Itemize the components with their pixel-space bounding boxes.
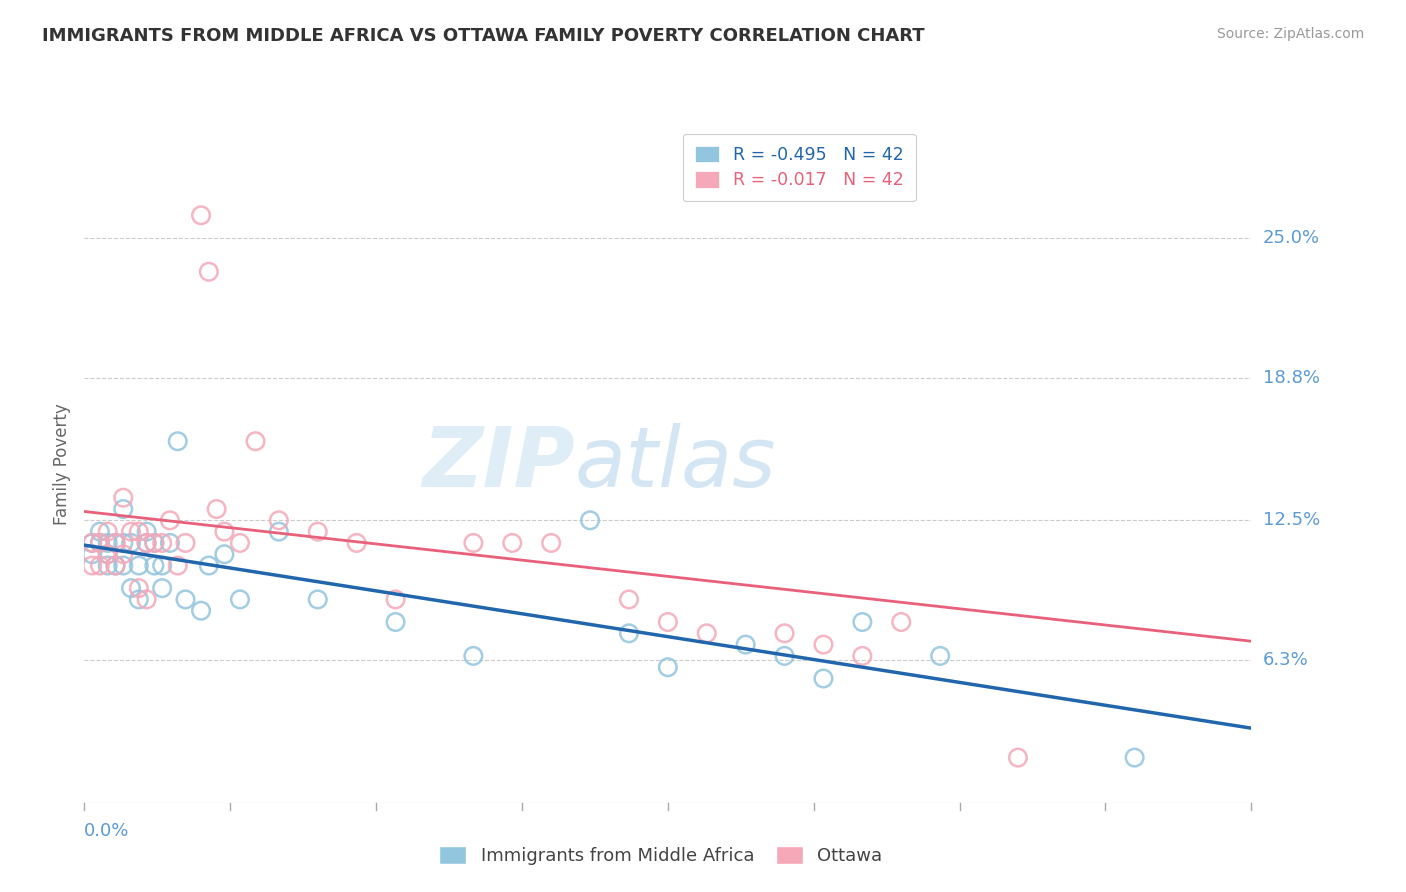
Point	[174, 536, 197, 550]
Point	[463, 536, 485, 550]
Point	[617, 592, 640, 607]
Point	[205, 502, 228, 516]
Point	[120, 524, 142, 539]
Point	[112, 502, 135, 516]
Point	[112, 547, 135, 561]
Point	[143, 536, 166, 550]
Text: 0.0%: 0.0%	[84, 822, 129, 839]
Point	[82, 558, 104, 573]
Text: atlas: atlas	[575, 424, 776, 504]
Point	[82, 536, 104, 550]
Point	[773, 648, 796, 663]
Point	[851, 648, 873, 663]
Point	[128, 524, 150, 539]
Point	[97, 536, 120, 550]
Point	[267, 524, 290, 539]
Text: Source: ZipAtlas.com: Source: ZipAtlas.com	[1216, 27, 1364, 41]
Point	[104, 558, 127, 573]
Point	[143, 536, 166, 550]
Point	[813, 638, 835, 652]
Text: 18.8%: 18.8%	[1263, 369, 1320, 387]
Point	[120, 536, 142, 550]
Point	[501, 536, 523, 550]
Point	[166, 558, 188, 573]
Point	[150, 581, 173, 595]
Text: ZIP: ZIP	[422, 424, 575, 504]
Point	[166, 434, 188, 449]
Point	[97, 547, 120, 561]
Text: 25.0%: 25.0%	[1263, 229, 1320, 247]
Point	[813, 672, 835, 686]
Point	[104, 536, 127, 550]
Point	[929, 648, 952, 663]
Point	[89, 524, 111, 539]
Point	[734, 163, 756, 178]
Point	[135, 536, 157, 550]
Point	[112, 491, 135, 505]
Point	[579, 513, 602, 527]
Legend: Immigrants from Middle Africa, Ottawa: Immigrants from Middle Africa, Ottawa	[430, 838, 891, 874]
Point	[773, 626, 796, 640]
Point	[128, 592, 150, 607]
Point	[82, 536, 104, 550]
Point	[657, 660, 679, 674]
Point	[617, 626, 640, 640]
Point	[82, 547, 104, 561]
Point	[135, 592, 157, 607]
Text: 6.3%: 6.3%	[1263, 651, 1309, 669]
Point	[190, 208, 212, 222]
Point	[97, 558, 120, 573]
Point	[307, 524, 329, 539]
Point	[97, 547, 120, 561]
Legend: R = -0.495   N = 42, R = -0.017   N = 42: R = -0.495 N = 42, R = -0.017 N = 42	[683, 134, 915, 202]
Point	[198, 558, 221, 573]
Point	[89, 536, 111, 550]
Point	[463, 648, 485, 663]
Point	[190, 604, 212, 618]
Point	[135, 524, 157, 539]
Point	[307, 592, 329, 607]
Point	[159, 513, 181, 527]
Text: 12.5%: 12.5%	[1263, 511, 1320, 529]
Point	[229, 536, 252, 550]
Point	[97, 524, 120, 539]
Point	[657, 615, 679, 629]
Point	[89, 536, 111, 550]
Point	[890, 615, 912, 629]
Point	[150, 536, 173, 550]
Point	[267, 513, 290, 527]
Point	[214, 524, 236, 539]
Point	[696, 626, 718, 640]
Point	[128, 558, 150, 573]
Point	[128, 581, 150, 595]
Point	[159, 536, 181, 550]
Point	[104, 558, 127, 573]
Point	[214, 547, 236, 561]
Point	[143, 558, 166, 573]
Point	[384, 615, 406, 629]
Point	[229, 592, 252, 607]
Text: IMMIGRANTS FROM MIDDLE AFRICA VS OTTAWA FAMILY POVERTY CORRELATION CHART: IMMIGRANTS FROM MIDDLE AFRICA VS OTTAWA …	[42, 27, 925, 45]
Point	[150, 558, 173, 573]
Y-axis label: Family Poverty: Family Poverty	[53, 403, 72, 524]
Point	[120, 581, 142, 595]
Point	[851, 615, 873, 629]
Point	[346, 536, 368, 550]
Point	[112, 536, 135, 550]
Point	[384, 592, 406, 607]
Point	[135, 536, 157, 550]
Point	[245, 434, 267, 449]
Point	[112, 558, 135, 573]
Point	[540, 536, 562, 550]
Point	[104, 536, 127, 550]
Point	[198, 265, 221, 279]
Point	[734, 638, 756, 652]
Point	[1123, 750, 1146, 764]
Point	[89, 558, 111, 573]
Point	[174, 592, 197, 607]
Point	[1007, 750, 1029, 764]
